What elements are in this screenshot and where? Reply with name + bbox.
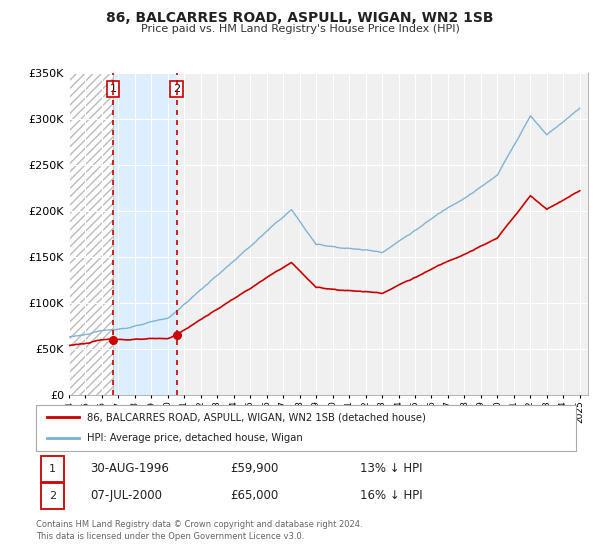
Text: This data is licensed under the Open Government Licence v3.0.: This data is licensed under the Open Gov… xyxy=(36,532,304,541)
Text: 86, BALCARRES ROAD, ASPULL, WIGAN, WN2 1SB (detached house): 86, BALCARRES ROAD, ASPULL, WIGAN, WN2 1… xyxy=(88,412,426,422)
FancyBboxPatch shape xyxy=(41,456,64,482)
Bar xyxy=(69,73,113,395)
Bar xyxy=(69,73,113,395)
Text: 2: 2 xyxy=(49,491,56,501)
Text: 30-AUG-1996: 30-AUG-1996 xyxy=(90,463,169,475)
Text: 2: 2 xyxy=(173,84,181,94)
FancyBboxPatch shape xyxy=(41,483,64,509)
Bar xyxy=(113,73,177,395)
Text: £65,000: £65,000 xyxy=(230,489,278,502)
Text: Contains HM Land Registry data © Crown copyright and database right 2024.: Contains HM Land Registry data © Crown c… xyxy=(36,520,362,529)
Text: HPI: Average price, detached house, Wigan: HPI: Average price, detached house, Wiga… xyxy=(88,433,303,444)
Text: 86, BALCARRES ROAD, ASPULL, WIGAN, WN2 1SB: 86, BALCARRES ROAD, ASPULL, WIGAN, WN2 1… xyxy=(106,11,494,25)
Text: £59,900: £59,900 xyxy=(230,463,279,475)
Text: 16% ↓ HPI: 16% ↓ HPI xyxy=(360,489,422,502)
FancyBboxPatch shape xyxy=(36,405,576,451)
Text: 13% ↓ HPI: 13% ↓ HPI xyxy=(360,463,422,475)
Text: 1: 1 xyxy=(109,84,116,94)
Text: Price paid vs. HM Land Registry's House Price Index (HPI): Price paid vs. HM Land Registry's House … xyxy=(140,24,460,34)
Text: 1: 1 xyxy=(49,464,56,474)
Text: 07-JUL-2000: 07-JUL-2000 xyxy=(90,489,162,502)
